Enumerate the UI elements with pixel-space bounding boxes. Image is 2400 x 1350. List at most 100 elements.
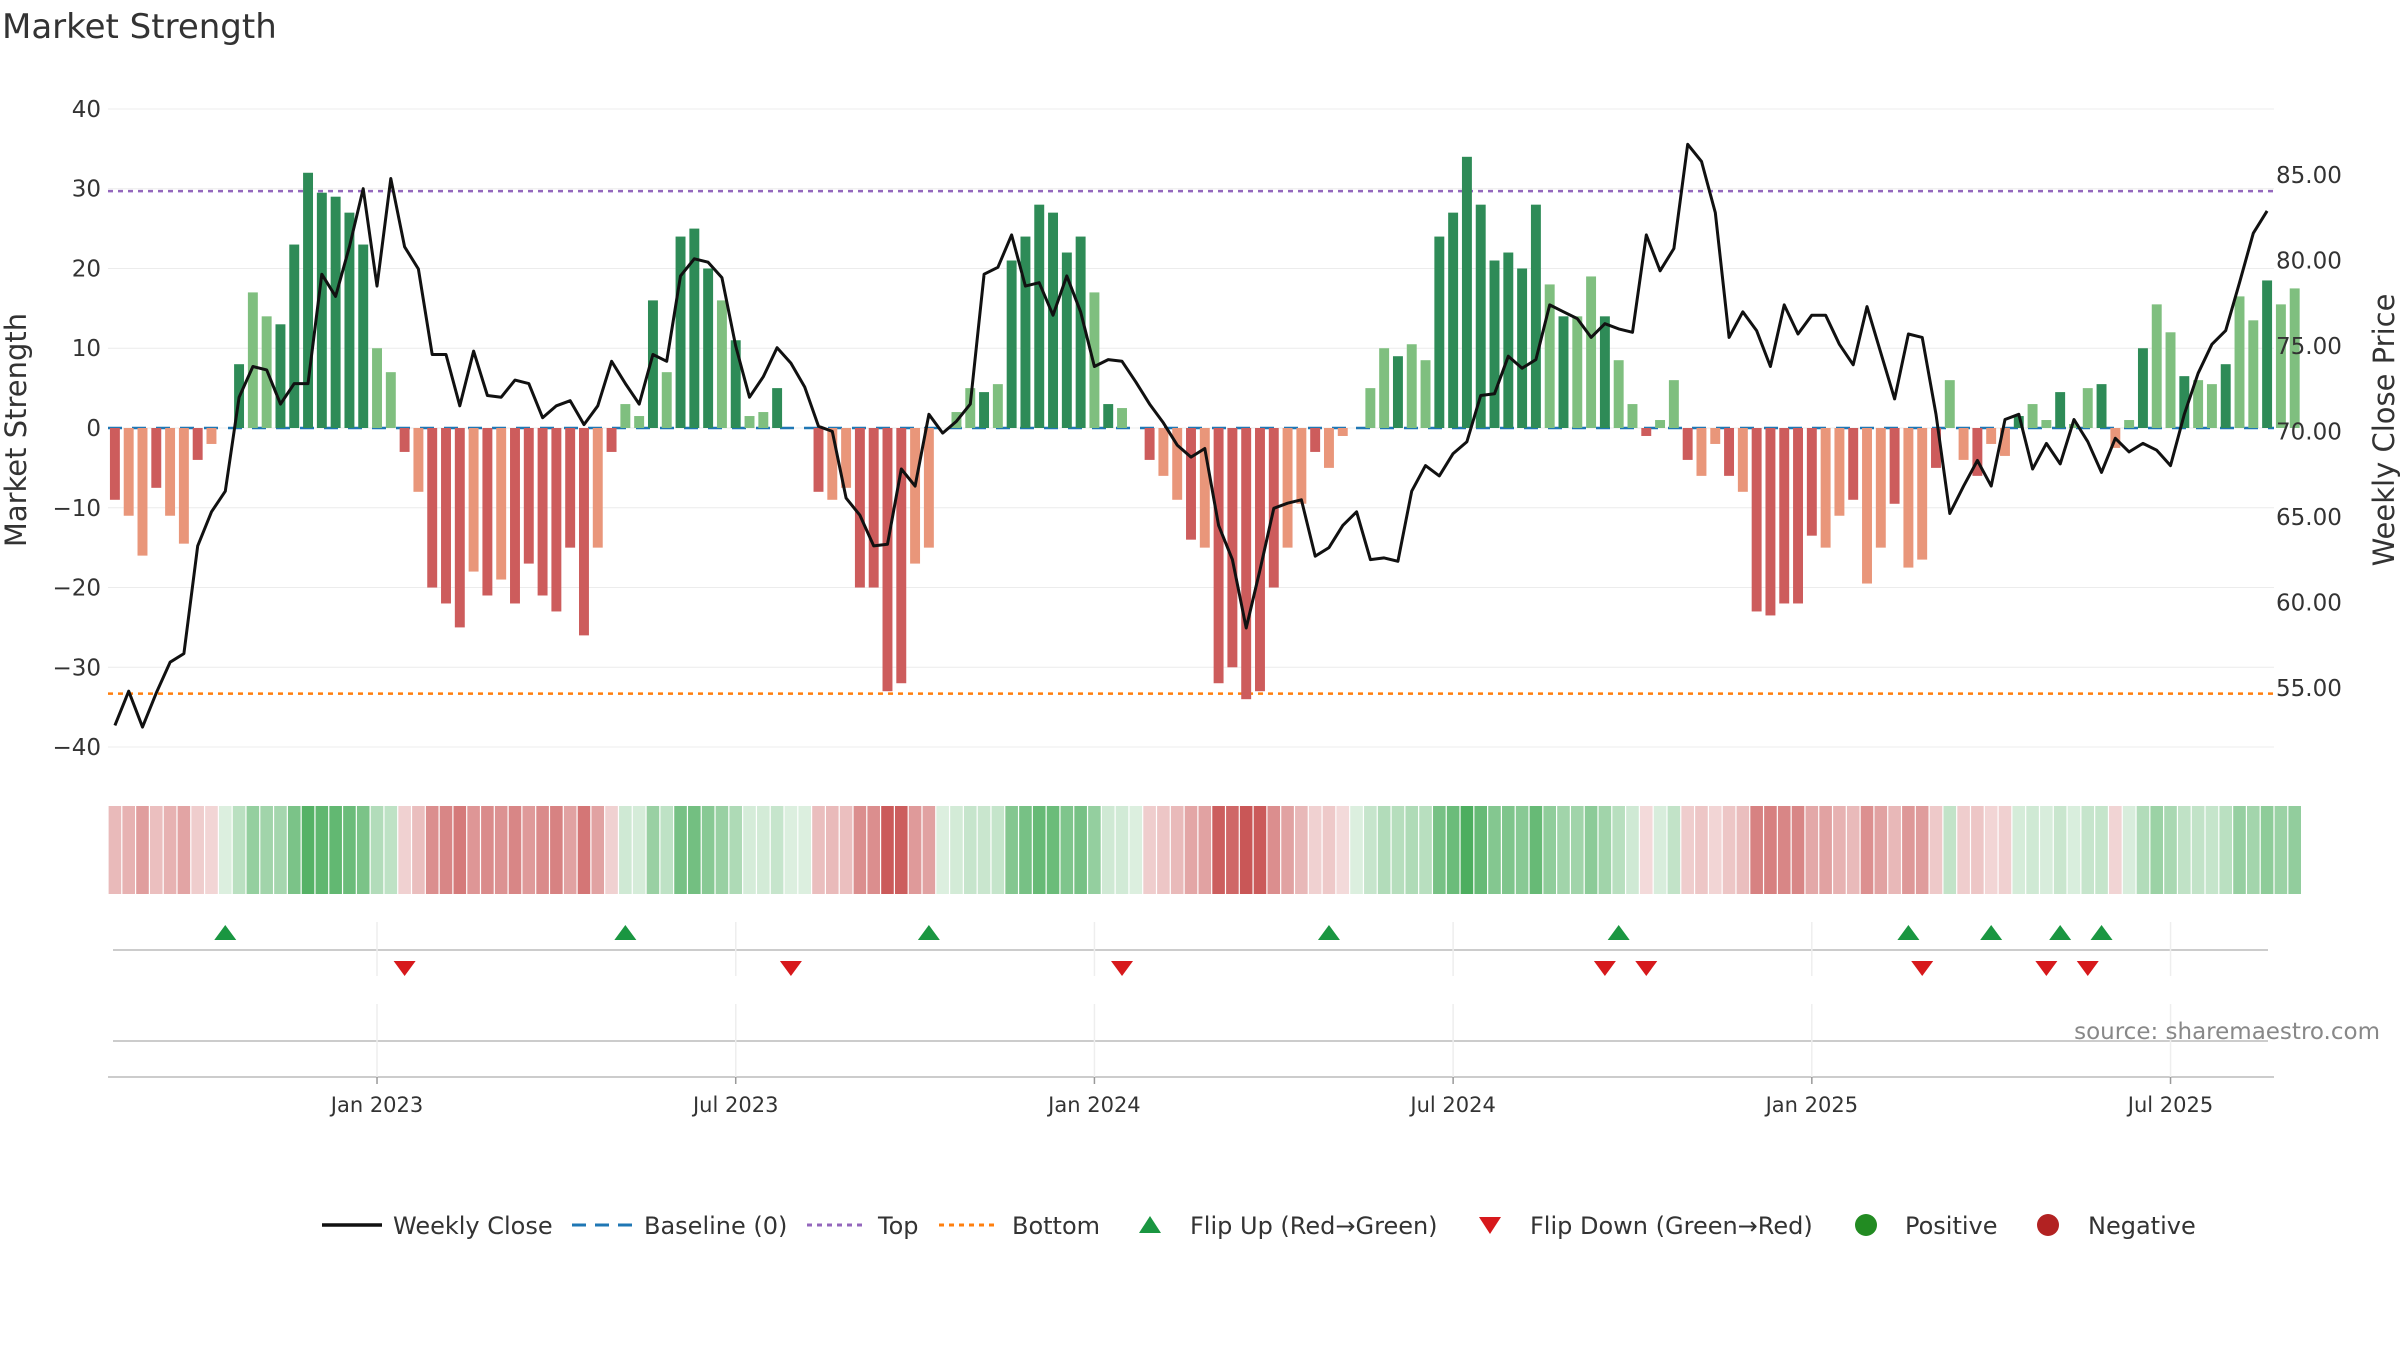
strength-bar: [730, 340, 741, 428]
heat-cell: [1833, 806, 1846, 894]
heat-cell: [646, 806, 660, 894]
strength-bar: [2151, 304, 2162, 428]
heat-cell: [1543, 806, 1556, 894]
x-tick-label: Jan 2024: [1046, 1093, 1141, 1117]
strength-bar: [441, 428, 451, 604]
strength-bar: [634, 416, 645, 428]
heat-cell: [1764, 806, 1777, 894]
heat-cell: [494, 806, 508, 894]
strength-bar: [1517, 268, 1528, 428]
strength-bar: [385, 372, 396, 428]
heat-cell: [743, 806, 756, 894]
legend-label: Negative: [2088, 1212, 2196, 1240]
strength-bar: [1365, 388, 1376, 428]
strength-bar: [454, 428, 465, 628]
heat-cell: [1681, 806, 1694, 894]
strength-bar: [330, 196, 341, 428]
strength-bar: [1503, 252, 1514, 428]
heat-cell: [660, 806, 674, 894]
heat-cell: [2288, 806, 2301, 894]
strength-bar: [1172, 428, 1183, 500]
heat-cell: [1502, 806, 1515, 894]
strength-bar: [1613, 360, 1624, 428]
strength-bar: [620, 404, 631, 428]
strength-bar: [854, 428, 865, 588]
heat-cell: [1143, 806, 1156, 894]
strength-bar: [316, 192, 327, 428]
strength-bar: [1779, 428, 1790, 604]
heat-cell: [1184, 806, 1198, 894]
heat-cell: [619, 806, 632, 894]
heat-cell: [260, 806, 273, 894]
heat-cell: [2122, 806, 2136, 894]
strength-bar: [965, 388, 976, 428]
strength-bar: [1406, 344, 1417, 428]
strength-bar: [1862, 428, 1872, 584]
heat-cell: [1405, 806, 1419, 894]
flip-down-marker: [1111, 961, 1134, 976]
heat-cell: [1984, 806, 1998, 894]
strength-bar: [1944, 380, 1955, 428]
y2-tick-label: 85.00: [2276, 163, 2342, 189]
heat-cell: [1722, 806, 1736, 894]
heat-cell: [1391, 806, 1405, 894]
flip-up-marker: [214, 925, 237, 940]
heat-cell: [729, 806, 743, 894]
strength-bar: [109, 428, 120, 500]
strength-bar: [2193, 380, 2204, 428]
strength-bar: [1986, 428, 1997, 444]
heat-cell: [149, 806, 163, 894]
heat-cell: [232, 806, 246, 894]
heat-cell: [1253, 806, 1267, 894]
y-tick-label: −30: [52, 655, 101, 681]
strength-bar: [2055, 392, 2066, 428]
heat-cell: [343, 806, 356, 894]
strength-bar: [1751, 428, 1762, 612]
strength-bar: [1586, 276, 1597, 428]
heat-cell: [1295, 806, 1308, 894]
strength-bar: [2234, 296, 2245, 428]
strength-bar: [413, 428, 424, 492]
strength-bar: [2165, 332, 2176, 428]
strength-bar: [123, 428, 134, 516]
strength-bar: [1724, 428, 1735, 476]
strength-bar: [1323, 428, 1334, 468]
heat-cell: [1322, 806, 1336, 894]
strength-bar: [675, 236, 686, 428]
heat-cell: [1170, 806, 1184, 894]
strength-bar: [1530, 204, 1541, 428]
heat-cell: [1046, 806, 1060, 894]
strength-bar: [1103, 404, 1114, 428]
strength-bar: [289, 244, 300, 428]
strength-bar: [510, 428, 520, 604]
heat-cell: [826, 806, 839, 894]
strength-bar: [2082, 388, 2093, 428]
strength-bar: [882, 428, 893, 692]
strength-bar: [1461, 156, 1472, 429]
heat-cell: [784, 806, 798, 894]
strength-bar: [910, 428, 921, 564]
strength-bar: [1227, 428, 1238, 668]
heat-cell: [329, 806, 342, 894]
heat-cell: [936, 806, 949, 894]
strength-bar: [2206, 384, 2217, 428]
heat-cell: [2040, 806, 2053, 894]
heat-cell: [301, 806, 315, 894]
heat-cell: [1819, 806, 1832, 894]
heat-cell: [1653, 806, 1667, 894]
strength-bar: [1034, 204, 1045, 428]
legend-label: Flip Up (Red→Green): [1190, 1212, 1438, 1240]
heat-cell: [1805, 806, 1819, 894]
flip-down-marker: [2035, 961, 2058, 976]
heat-cell: [1474, 806, 1488, 894]
heat-cell: [922, 806, 936, 894]
heat-cell: [2205, 806, 2219, 894]
heat-cell: [2081, 806, 2095, 894]
heat-cell: [2178, 806, 2191, 894]
heat-cell: [1060, 806, 1074, 894]
strength-bar: [165, 428, 176, 516]
heat-cell: [453, 806, 467, 894]
strength-bar: [1931, 428, 1941, 468]
heat-cell: [412, 806, 425, 894]
strength-bar: [1544, 284, 1555, 428]
